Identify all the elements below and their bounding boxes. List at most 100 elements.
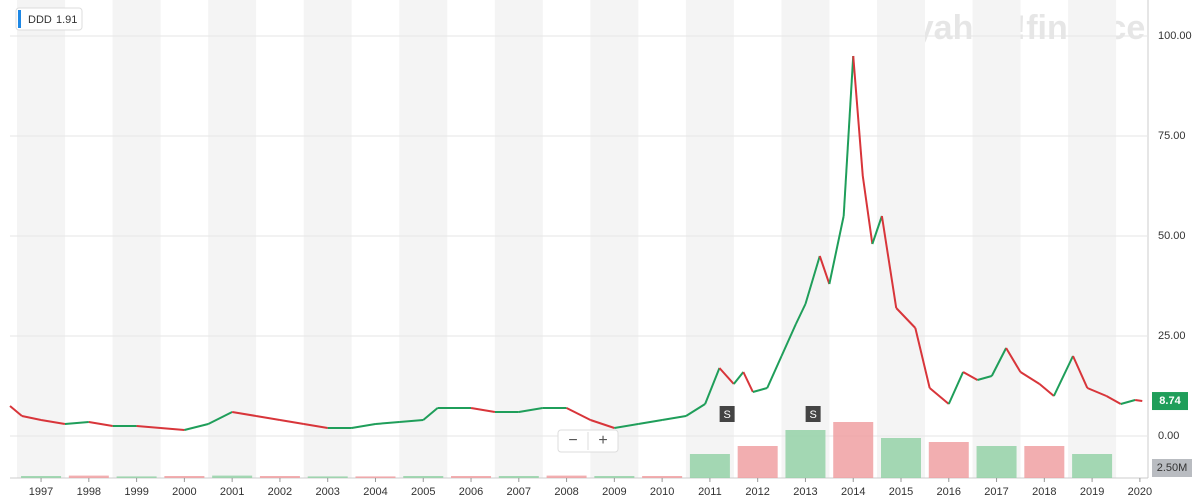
x-tick-label: 2020 (1128, 486, 1152, 498)
price-segment (207, 411, 233, 425)
price-segment (638, 419, 663, 425)
volume-bar (642, 476, 683, 478)
price-tag-label: 8.74 (1159, 395, 1181, 407)
split-marker (719, 406, 735, 422)
price-segment (977, 375, 993, 381)
price-segment (566, 407, 591, 421)
zoom-in-button[interactable]: + (598, 432, 607, 449)
year-band (972, 0, 1021, 478)
x-tick-label: 2004 (363, 486, 387, 498)
x-tick-label: 2017 (984, 486, 1008, 498)
x-tick-label: 2008 (554, 486, 578, 498)
year-band (1068, 0, 1117, 478)
year-band (877, 0, 926, 478)
price-segment (1105, 395, 1122, 405)
year-band (17, 0, 66, 478)
x-tick-label: 1999 (124, 486, 148, 498)
x-tick-label: 2007 (507, 486, 531, 498)
price-segment (255, 415, 281, 421)
price-segment (9, 405, 23, 417)
price-segment (685, 403, 706, 417)
x-tick-label: 1998 (77, 486, 101, 498)
split-label: S (723, 409, 730, 421)
x-tick-label: 2014 (841, 486, 865, 498)
zoom-out-button[interactable]: − (568, 432, 577, 449)
legend-name: DDD (28, 14, 52, 26)
legend-color (18, 10, 21, 28)
x-tick-label: 2015 (889, 486, 913, 498)
price-segment (1038, 383, 1055, 397)
year-band (399, 0, 448, 478)
price-segment (914, 327, 931, 389)
y-tick-label: 25.00 (1158, 330, 1186, 342)
x-tick-label: 2016 (937, 486, 961, 498)
volume-tag-label: 2.50M (1157, 462, 1188, 474)
price-segment (375, 421, 400, 425)
volume-bar (21, 476, 62, 478)
volume-bar (1024, 446, 1065, 478)
price-segment (422, 407, 439, 421)
x-tick-label: 2001 (220, 486, 244, 498)
price-segment (470, 407, 496, 413)
price-segment (1005, 347, 1022, 373)
x-tick-label: 1997 (29, 486, 53, 498)
price-segment (136, 425, 161, 429)
price-segment (1134, 399, 1143, 403)
volume-tag (1152, 459, 1192, 477)
price-segment (279, 419, 304, 425)
volume-bar (451, 476, 492, 478)
price-segment (871, 215, 883, 245)
volume-bar (498, 476, 539, 478)
volume-bar (307, 476, 348, 478)
price-segment (590, 419, 615, 429)
volume-bar (355, 476, 396, 478)
year-band (781, 0, 830, 478)
price-segment (614, 423, 639, 429)
price-segment (40, 419, 66, 425)
y-tick-label: 50.00 (1158, 230, 1186, 242)
price-segment (184, 423, 209, 431)
price-segment (21, 415, 42, 421)
x-tick-label: 2019 (1080, 486, 1104, 498)
x-tick-label: 2012 (745, 486, 769, 498)
price-segment (1072, 355, 1089, 389)
price-segment (990, 347, 1007, 377)
y-tick-label: 100.00 (1158, 30, 1192, 42)
price-segment (947, 371, 965, 405)
year-band (590, 0, 639, 478)
volume-bar (689, 454, 730, 478)
price-segment (852, 55, 864, 177)
price-segment (1019, 371, 1041, 385)
volume-bar (881, 438, 922, 478)
volume-bar (928, 442, 969, 478)
price-segment (518, 407, 543, 413)
price-segment (804, 255, 821, 305)
year-band (685, 0, 734, 478)
volume-bar (976, 446, 1017, 478)
x-tick-label: 2009 (602, 486, 626, 498)
price-tag (1152, 392, 1188, 411)
year-band (303, 0, 352, 478)
price-segment (64, 421, 89, 425)
price-segment (842, 55, 855, 217)
price-segment (88, 421, 113, 427)
price-segment (160, 427, 185, 431)
price-segment (661, 415, 687, 421)
price-segment (766, 355, 783, 389)
split-label: S (809, 409, 816, 421)
legend-box (15, 7, 83, 31)
split-marker (805, 406, 821, 422)
price-segment (828, 215, 845, 285)
price-segment (794, 303, 807, 325)
year-band (208, 0, 257, 478)
volume-bar (594, 476, 635, 478)
volume-bar (116, 476, 157, 478)
price-segment (704, 367, 721, 405)
volume-bar (1072, 454, 1113, 478)
x-tick-label: 2018 (1032, 486, 1056, 498)
price-segment (861, 175, 874, 245)
price-segment (399, 419, 424, 423)
price-segment (303, 423, 328, 429)
volume-bar (833, 422, 874, 478)
